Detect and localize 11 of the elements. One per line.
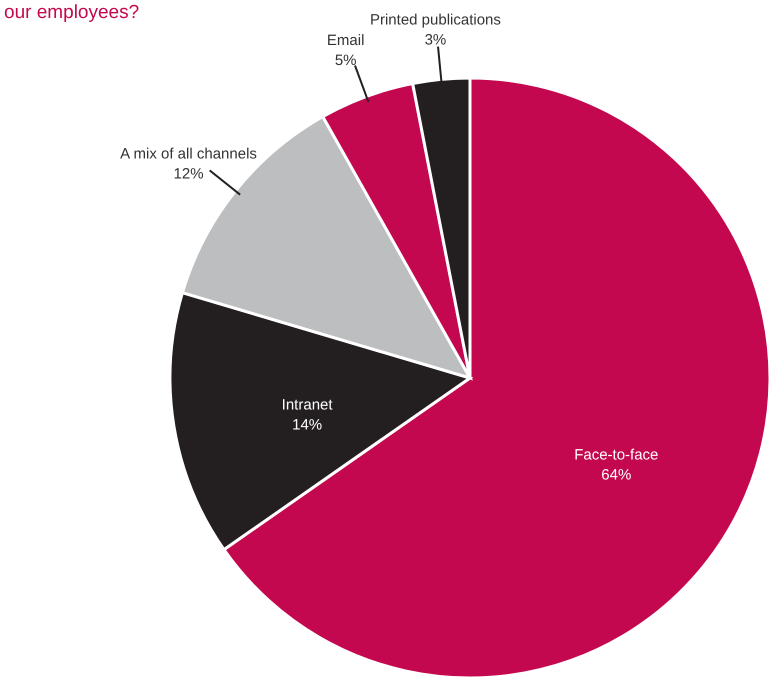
data-label: 12% [174, 166, 204, 183]
slice-label: Printed publications [370, 12, 501, 29]
slice-label: Face-to-face [574, 446, 658, 464]
slice-label: Email [326, 32, 364, 50]
slice-label: Intranet [282, 396, 334, 414]
data-label: 5% [334, 52, 357, 70]
chart-title: our employees? [4, 2, 140, 23]
slice-label: A mix of all channels [120, 146, 257, 163]
data-label: 3% [424, 32, 446, 49]
data-label: 14% [292, 416, 322, 434]
data-label: 64% [601, 466, 632, 484]
